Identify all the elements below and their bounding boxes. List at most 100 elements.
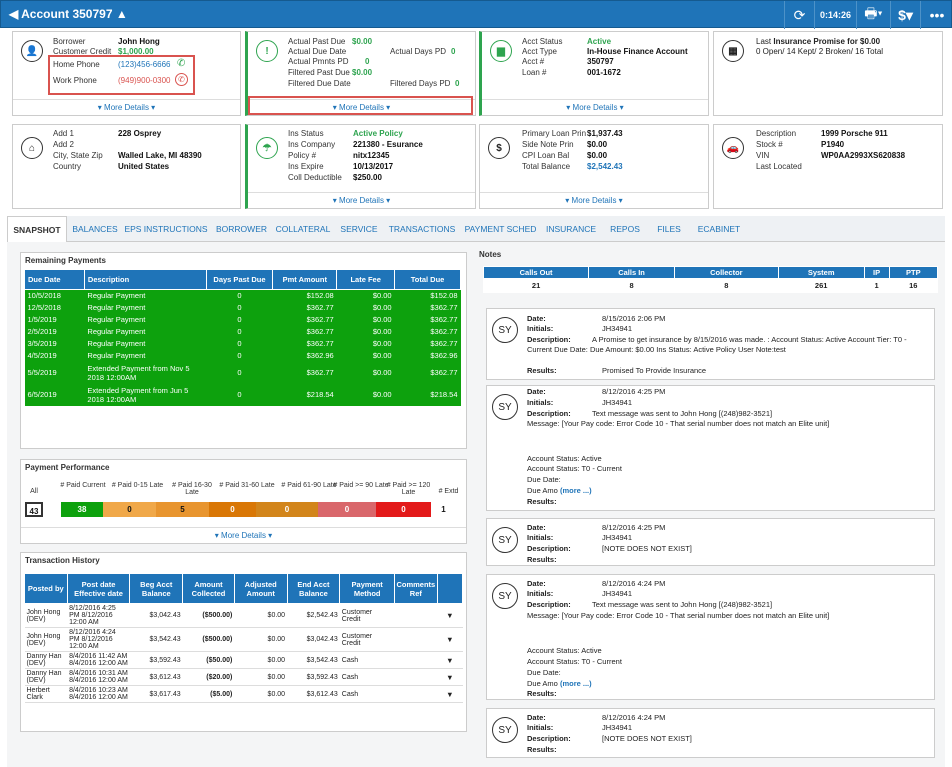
performance-more-details[interactable]: ▾ More Details ▾: [21, 527, 466, 541]
col-total-due[interactable]: Total Due: [394, 269, 461, 290]
col-late-fee[interactable]: Late Fee: [336, 269, 396, 290]
note-item[interactable]: SY Date: 8/12/2016 4:25 PM Initials: JH3…: [486, 385, 935, 511]
phone-icon[interactable]: ✆: [177, 58, 186, 69]
acct-status-label: Acct Status: [522, 37, 563, 46]
col-beg-balance[interactable]: Beg Acct Balance: [129, 573, 184, 604]
payment-cell: 6/5/2019: [24, 383, 85, 406]
tab-insurance[interactable]: INSURANCE: [545, 224, 597, 234]
transaction-history-table: Posted by Post date Effective date Beg A…: [24, 573, 464, 703]
stat-ptp-label: PTP: [888, 266, 939, 279]
home-phone-link[interactable]: (123)456-6666: [118, 60, 171, 69]
city-value: Walled Lake, MI 48390: [118, 151, 202, 160]
phone-highlight-box: [48, 55, 195, 95]
col-adjusted-amount[interactable]: Adjusted Amount: [233, 573, 288, 604]
more-menu-icon[interactable]: •••: [920, 1, 952, 29]
history-cell: $0.00: [234, 651, 288, 669]
note-results-label: Results:: [527, 745, 557, 754]
tab-repos[interactable]: REPOS: [610, 224, 640, 234]
loan-number-value: 001-1672: [587, 68, 621, 77]
stat-ip: 1: [874, 281, 879, 291]
car-icon: 🚗: [722, 137, 744, 159]
acct-more-details[interactable]: ▾ More Details ▾: [482, 99, 708, 113]
tab-snapshot[interactable]: SNAPSHOT: [7, 216, 67, 242]
note-item[interactable]: SY Date: 8/12/2016 4:25 PM Initials: JH3…: [486, 518, 935, 566]
row-expand-icon[interactable]: ▼: [437, 668, 463, 686]
remaining-payments-panel: Remaining Payments Due Date Description …: [20, 252, 467, 449]
note-message: Message: [Your Pay code: Error Code 10 -…: [527, 419, 830, 428]
tab-eps-instructions[interactable]: EPS INSTRUCTIONS: [124, 224, 208, 234]
tab-transactions[interactable]: TRANSACTIONS: [388, 224, 456, 234]
more-details-highlight-box: [248, 96, 473, 115]
total-balance-value[interactable]: $2,542.43: [587, 162, 623, 171]
note-date-label: Date:: [527, 713, 546, 722]
payment-cell: $362.77: [272, 313, 337, 326]
payment-cell: Regular Payment: [84, 337, 207, 350]
account-title[interactable]: ◀ Account 350797 ▲: [9, 7, 128, 21]
tab-collateral[interactable]: COLLATERAL: [275, 224, 331, 234]
add1-value: 228 Osprey: [118, 129, 162, 138]
col-due-date[interactable]: Due Date: [24, 269, 85, 290]
top-bar: ◀ Account 350797 ▲ ⟳ 0:14:26 🖶▾ $▾ •••: [0, 0, 952, 29]
note-description: Text message was sent to John Hong [(248…: [592, 409, 773, 418]
notes-stats-table: Calls Out Calls In Collector System IP P…: [482, 266, 939, 293]
note-desc-label: Description:: [527, 734, 571, 743]
col-end-balance[interactable]: End Acct Balance: [286, 573, 341, 604]
work-phone-link[interactable]: (949)900-0300: [118, 76, 171, 85]
transaction-history-title: Transaction History: [25, 556, 100, 565]
loan-more-details[interactable]: ▾ More Details ▾: [480, 192, 708, 206]
tab-files[interactable]: FILES: [657, 224, 681, 234]
stat-calls-in-label: Calls In: [588, 266, 675, 279]
note-item[interactable]: SY Date: 8/15/2016 2:06 PM Initials: JH3…: [486, 308, 935, 380]
payment-icon[interactable]: $▾: [890, 1, 920, 29]
note-item[interactable]: SY Date: 8/12/2016 4:24 PM Initials: JH3…: [486, 708, 935, 758]
tab-ecabinet[interactable]: ECABINET: [697, 224, 741, 234]
payment-row: 6/5/2019 Extended Payment from Jun 5 2018…: [24, 383, 461, 406]
col-posted-by[interactable]: Posted by: [24, 573, 68, 604]
col-amount-collected[interactable]: Amount Collected: [182, 573, 235, 604]
payment-cell: Extended Payment from Nov 5 2018 12:00AM: [84, 361, 207, 384]
payment-cell: $362.77: [272, 301, 337, 314]
row-expand-icon[interactable]: ▼: [437, 603, 463, 628]
row-expand-icon[interactable]: ▼: [437, 627, 463, 652]
note-more-link[interactable]: (more ...): [559, 486, 592, 495]
row-expand-icon[interactable]: ▼: [437, 685, 463, 703]
print-icon[interactable]: 🖶▾: [856, 1, 890, 29]
note-due-date: Due Date:: [527, 668, 561, 677]
due-more-details[interactable]: ▾ More Details ▾: [248, 99, 475, 113]
payment-cell: Extended Payment from Jun 5 2018 12:00AM: [84, 383, 207, 406]
col-post-date[interactable]: Post date Effective date: [66, 573, 131, 604]
refresh-icon[interactable]: ⟳: [784, 1, 814, 29]
col-pmt-amount[interactable]: Pmt Amount: [272, 269, 338, 290]
history-cell: $2,542.43: [287, 603, 340, 628]
payment-cell: $362.77: [394, 361, 461, 384]
primary-prin-label: Primary Loan Prin: [522, 129, 587, 138]
history-cell: 8/12/2016 4:25 PM 8/12/2016 12:00 AM: [67, 603, 130, 628]
col-description[interactable]: Description: [83, 269, 207, 290]
note-more-link[interactable]: (more ...): [559, 679, 592, 688]
payment-cell: $0.00: [336, 349, 395, 362]
col-payment-method[interactable]: Payment Method: [339, 573, 396, 604]
col-days-past-due[interactable]: Days Past Due: [205, 269, 274, 290]
filtered-due-date-label: Filtered Due Date: [288, 79, 351, 88]
payment-cell: $0.00: [336, 325, 395, 338]
note-item[interactable]: SY Date: 8/12/2016 4:24 PM Initials: JH3…: [486, 574, 935, 700]
perf-value[interactable]: 43: [25, 502, 43, 517]
ins-more-details[interactable]: ▾ More Details ▾: [248, 192, 475, 206]
alert-icon: !: [256, 40, 278, 62]
policy-label: Policy #: [288, 151, 317, 160]
col-comments-ref[interactable]: Comments Ref: [394, 573, 438, 604]
tab-payment-sched[interactable]: PAYMENT SCHED: [464, 224, 537, 234]
row-expand-icon[interactable]: ▼: [437, 651, 463, 669]
acct-type-label: Acct Type: [522, 47, 557, 56]
actual-due-date-label: Actual Due Date: [288, 47, 347, 56]
note-date: 8/15/2016 2:06 PM: [602, 314, 666, 323]
payment-cell: Regular Payment: [84, 301, 207, 314]
remaining-header-row: Due Date Description Days Past Due Pmt A…: [24, 269, 461, 290]
stat-system-label: System: [777, 266, 865, 279]
borrower-more-details[interactable]: ▾ More Details ▾: [13, 99, 240, 113]
tab-service[interactable]: SERVICE: [340, 224, 378, 234]
history-cell: $3,592.43: [129, 651, 183, 669]
tab-borrower[interactable]: BORROWER: [216, 224, 267, 234]
payment-cell: 4/5/2019: [24, 349, 85, 362]
tab-balances[interactable]: BALANCES: [72, 224, 118, 234]
